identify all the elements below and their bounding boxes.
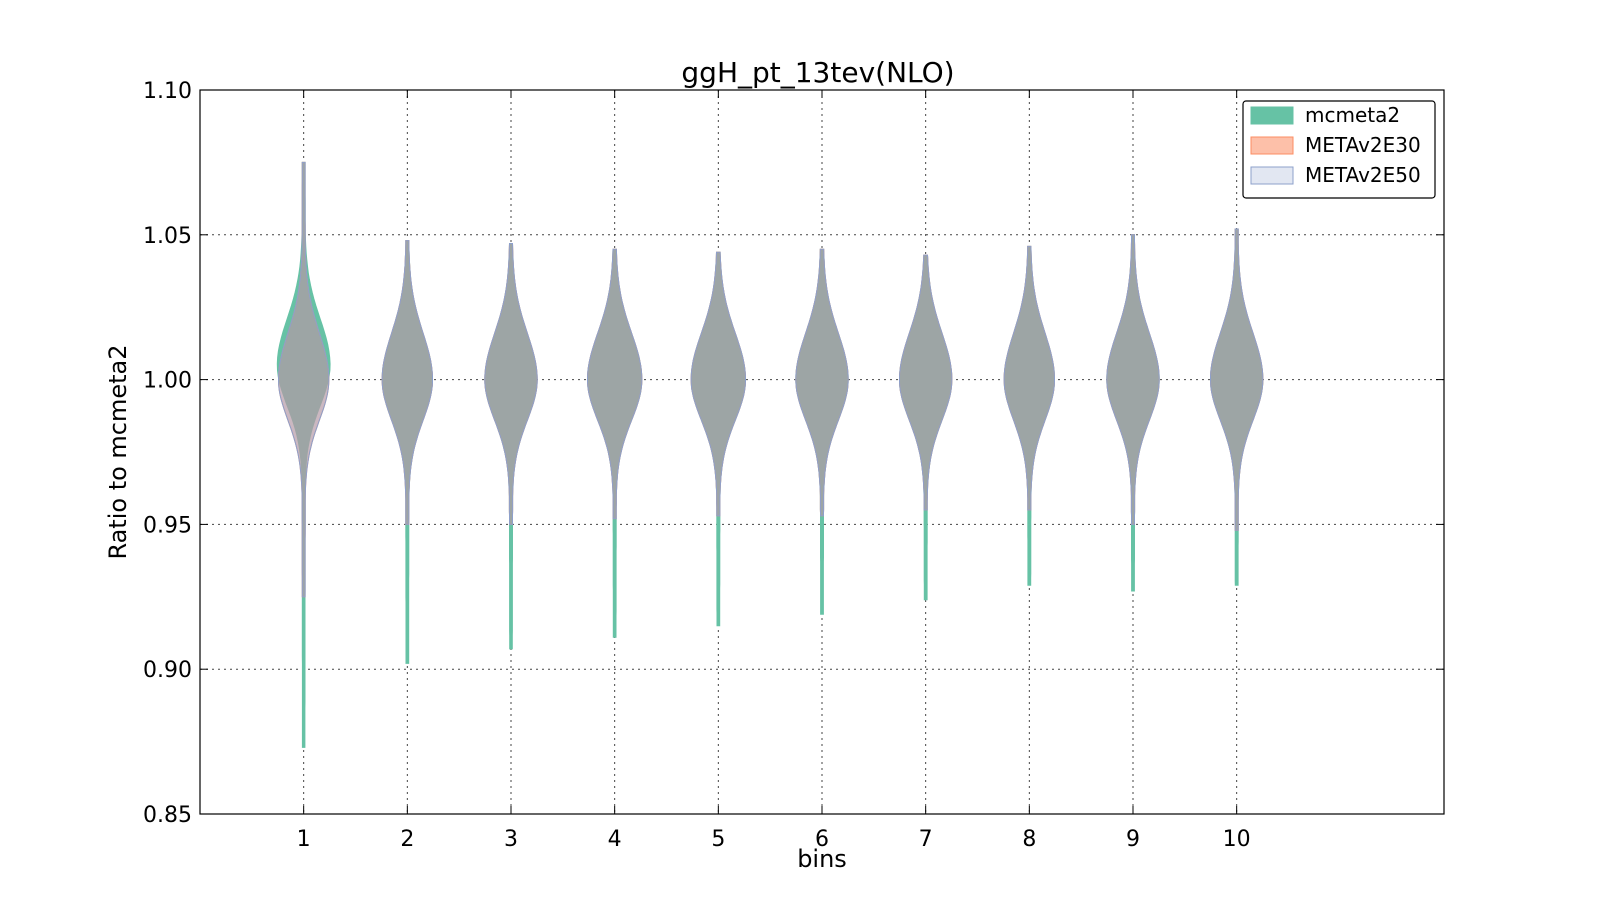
y-tick-label: 1.10 [143,79,192,104]
legend-label: METAv2E50 [1305,163,1421,187]
y-axis-label: Ratio to mcmeta2 [104,344,132,559]
legend-swatch [1250,166,1294,185]
chart-title: ggH_pt_13tev(NLO) [681,56,954,89]
violin-metav2e50-bin-8 [1003,245,1055,511]
x-tick-label: 1 [297,827,311,852]
violin-metav2e50-bin-7 [899,254,953,511]
legend-swatch [1250,106,1294,125]
x-tick-label: 9 [1126,827,1140,852]
violin-metav2e50-bin-3 [484,243,538,525]
y-tick-label: 0.90 [143,658,192,683]
y-tick-label: 0.95 [143,513,192,538]
y-tick-label: 1.05 [143,224,192,249]
violin-metav2e50-bin-2 [381,240,433,525]
x-tick-label: 3 [504,827,518,852]
y-tick-labels: 0.85 0.90 0.95 1.00 1.05 1.10 [143,79,1444,828]
violin-metav2e50-bin-5 [690,251,746,517]
violin-layer [276,161,1264,748]
x-tick-label: 8 [1022,827,1036,852]
x-axis-label: bins [797,845,847,873]
violin-metav2e50-bin-10 [1210,228,1264,531]
violin-metav2e50-bin-9 [1106,234,1160,525]
legend-label: mcmeta2 [1305,103,1400,127]
legend-swatch [1250,136,1294,155]
violin-metav2e50-bin-4 [587,248,643,520]
y-tick-label: 0.85 [143,803,192,828]
x-tick-label: 10 [1223,827,1251,852]
legend: mcmeta2 METAv2E30 METAv2E50 [1242,100,1436,199]
x-tick-label: 7 [919,827,933,852]
legend-box [1242,100,1436,199]
legend-label: METAv2E30 [1305,133,1421,157]
violin-metav2e50-bin-1 [277,161,330,598]
x-tick-labels: 1 2 3 4 5 6 7 8 9 10 [297,90,1251,852]
violin-metav2e50-bin-6 [795,248,849,517]
x-tick-label: 4 [608,827,622,852]
y-tick-label: 1.00 [143,369,192,394]
x-tick-label: 2 [400,827,414,852]
x-tick-label: 5 [711,827,725,852]
x-tick-label: 6 [815,827,829,852]
